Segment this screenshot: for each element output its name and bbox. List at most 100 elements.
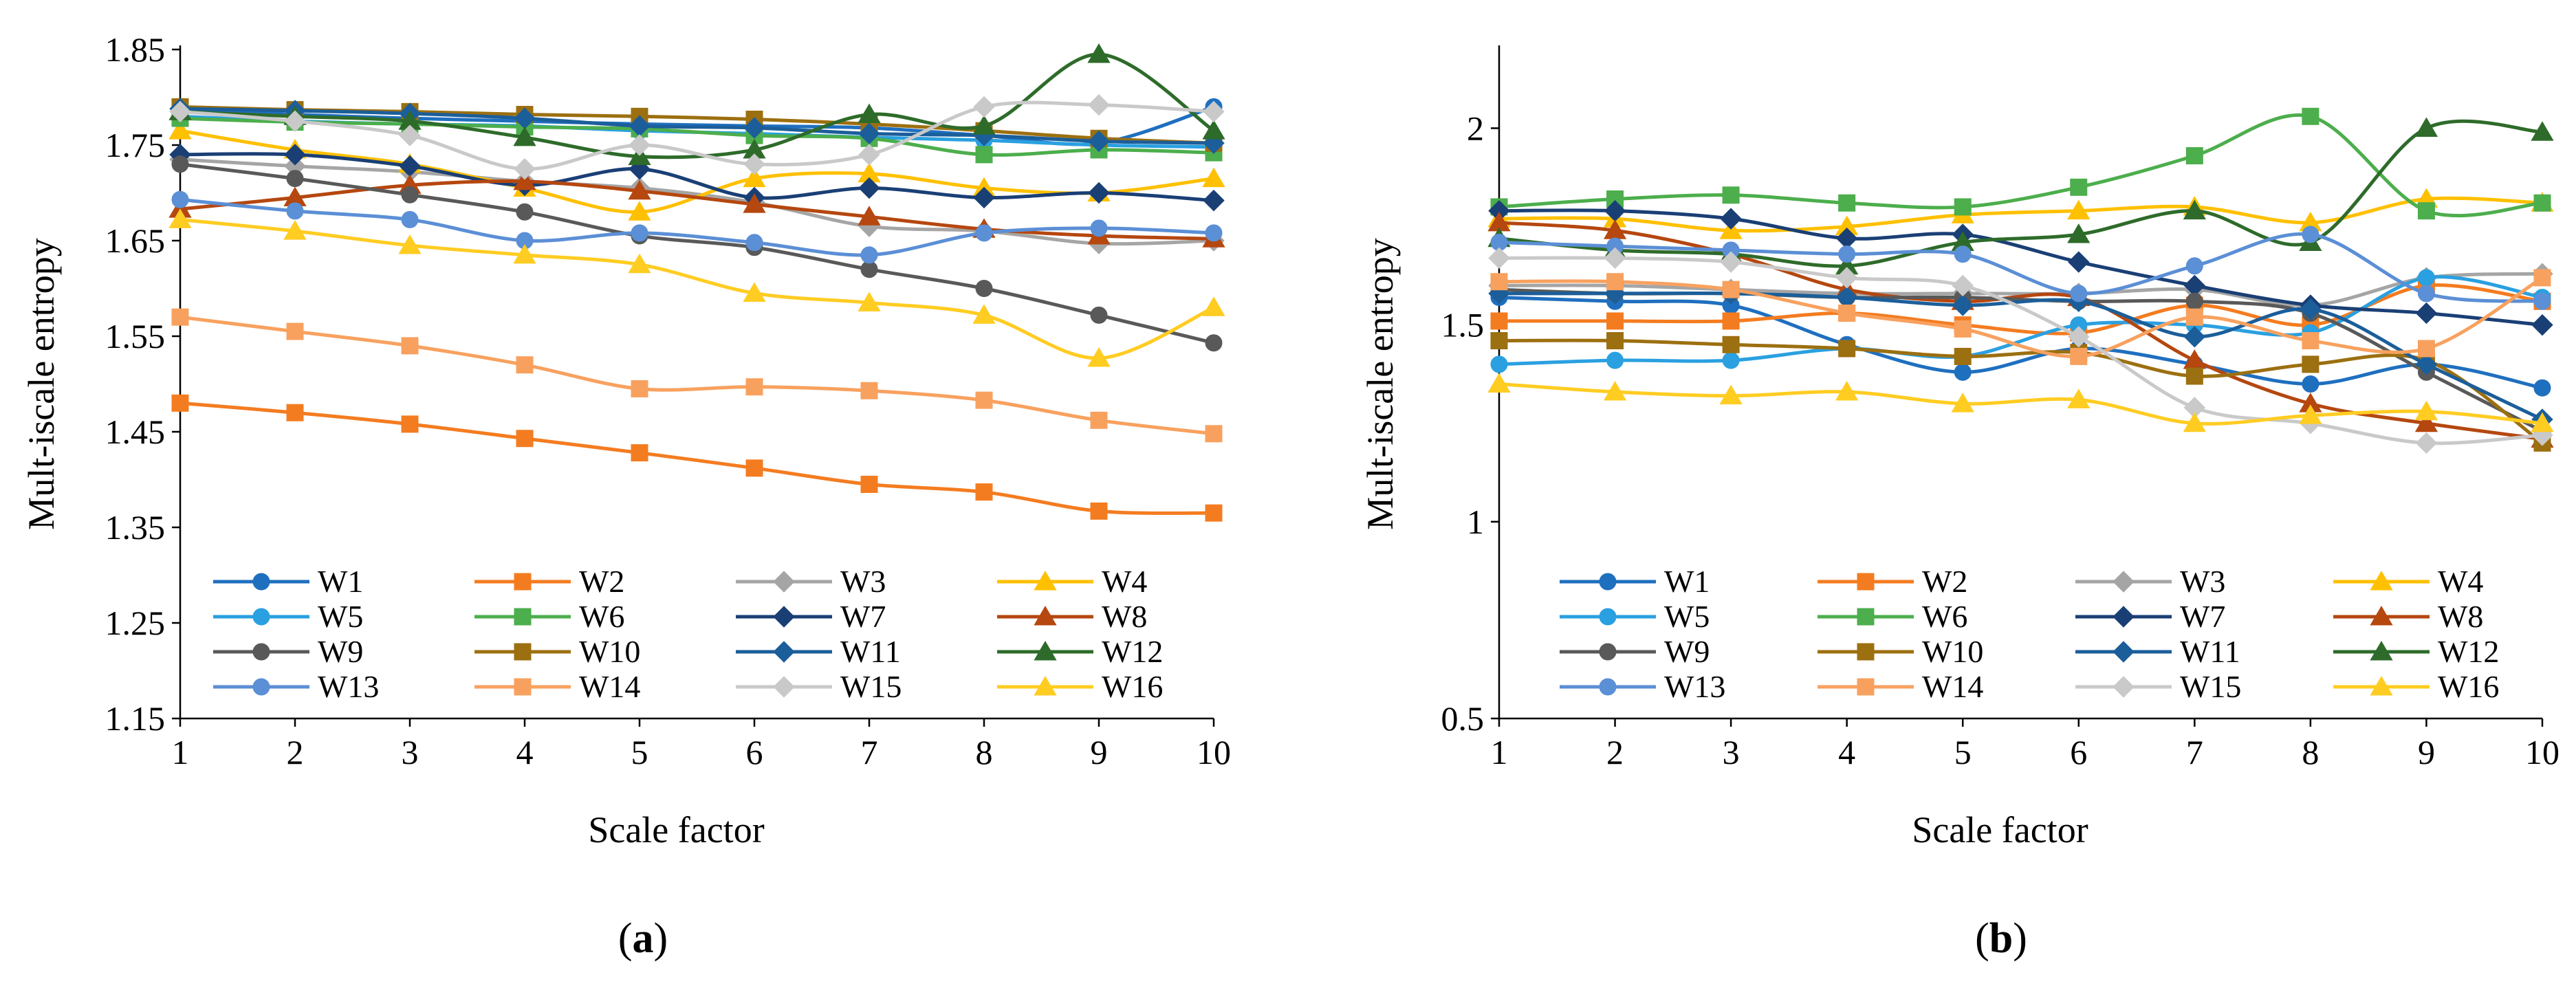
series-line xyxy=(178,217,1216,360)
legend-item: W16 xyxy=(2333,669,2499,704)
legend-label: W16 xyxy=(1102,669,1163,704)
axes: 1.15 1.25 1.35 1.45 1.55 1.65 1.75 1.85 1 2 3 4 5 6 7 8… xyxy=(105,30,1232,771)
legend-marker xyxy=(2113,606,2135,628)
data-point xyxy=(2067,199,2091,220)
legend-label: W3 xyxy=(2180,564,2225,599)
x-tick-label: 9 xyxy=(1091,733,1108,771)
data-point xyxy=(2067,223,2091,243)
data-point xyxy=(1487,373,1511,393)
data-point xyxy=(631,380,648,397)
legend-item: W7 xyxy=(2075,599,2225,634)
legend-marker xyxy=(773,641,795,663)
legend-marker xyxy=(252,608,270,626)
data-point xyxy=(1202,167,1225,188)
data-point xyxy=(1205,224,1223,242)
series-line xyxy=(178,52,1216,160)
y-tick-label: 2 xyxy=(1467,109,1484,147)
legend-marker xyxy=(1599,573,1617,591)
data-point xyxy=(631,224,648,242)
data-point xyxy=(2302,355,2320,373)
data-point xyxy=(972,304,996,324)
data-point xyxy=(858,144,880,166)
x-tick-label: 5 xyxy=(631,733,648,771)
data-point xyxy=(398,234,422,254)
series-line xyxy=(178,179,1216,241)
legend-label: W14 xyxy=(579,669,640,704)
data-point xyxy=(168,120,192,140)
data-point xyxy=(1838,340,1856,358)
data-point xyxy=(513,170,536,190)
data-point xyxy=(860,382,878,399)
legend-item: W2 xyxy=(1818,564,1967,599)
legend-label: W9 xyxy=(1664,634,1710,669)
y-tick-label: 1.15 xyxy=(105,699,166,738)
data-point xyxy=(1088,130,1110,153)
legend-label: W12 xyxy=(2438,634,2499,669)
legend-marker xyxy=(1034,676,1057,696)
data-point xyxy=(2185,257,2203,275)
legend-label: W11 xyxy=(840,634,901,669)
data-point xyxy=(1090,306,1108,324)
series-line xyxy=(178,100,1216,171)
series-line xyxy=(1497,232,2544,303)
data-point xyxy=(1952,274,1974,297)
data-point xyxy=(973,96,995,118)
legend-item: W7 xyxy=(736,599,886,634)
data-point xyxy=(1722,186,1740,204)
axes: 0.511.521 2 3 4 5 6 7 8 9 10 xyxy=(1441,45,2559,771)
data-point xyxy=(860,475,878,493)
legend-item: W6 xyxy=(474,599,624,634)
data-point xyxy=(975,146,993,164)
data-point xyxy=(1954,245,1972,263)
data-point xyxy=(2417,285,2435,303)
data-point xyxy=(745,378,763,396)
legend-item: W12 xyxy=(997,634,1163,669)
legend-marker xyxy=(2370,641,2393,661)
data-point xyxy=(2415,432,2438,454)
data-point xyxy=(2070,178,2088,196)
x-tick-label: 8 xyxy=(976,733,993,771)
legend-item: W15 xyxy=(736,669,902,704)
data-point xyxy=(516,430,534,448)
data-point xyxy=(1490,273,1508,291)
data-point xyxy=(2185,308,2203,326)
data-point xyxy=(975,391,993,409)
data-point xyxy=(2302,375,2320,393)
legend-marker xyxy=(1857,678,1875,696)
y-tick-label: 1.5 xyxy=(1441,306,1485,344)
data-point xyxy=(2185,292,2203,310)
data-point xyxy=(2067,388,2091,408)
data-point xyxy=(972,115,996,135)
data-point xyxy=(1838,194,1856,212)
data-point xyxy=(745,234,763,252)
legend-label: W5 xyxy=(318,599,363,634)
legend-marker xyxy=(1857,643,1875,661)
data-point xyxy=(399,124,421,146)
data-point xyxy=(2531,121,2554,141)
legend-label: W4 xyxy=(1102,564,1147,599)
x-tick-label: 10 xyxy=(2525,733,2559,771)
legend-marker xyxy=(1599,608,1617,626)
data-point xyxy=(1835,267,1858,289)
legend-item: W14 xyxy=(1818,669,1983,704)
data-point xyxy=(513,126,536,146)
data-point xyxy=(2302,332,2320,350)
data-point xyxy=(1954,320,1972,338)
data-point xyxy=(1205,334,1223,352)
series-line xyxy=(1497,256,2544,446)
data-point xyxy=(401,337,419,355)
data-point xyxy=(513,243,536,264)
data-point xyxy=(2533,379,2551,397)
legend-label: W8 xyxy=(2438,599,2483,634)
data-point xyxy=(975,224,993,242)
legend-marker xyxy=(2113,571,2135,593)
legend-label: W7 xyxy=(2180,599,2225,634)
series-line xyxy=(178,152,1216,203)
data-point xyxy=(1205,504,1223,522)
y-tick-label: 1 xyxy=(1467,503,1484,541)
x-tick-label: 2 xyxy=(287,733,304,771)
data-point xyxy=(2531,412,2554,432)
series-line xyxy=(1497,296,2544,390)
data-point xyxy=(745,459,763,477)
data-point xyxy=(168,208,192,228)
